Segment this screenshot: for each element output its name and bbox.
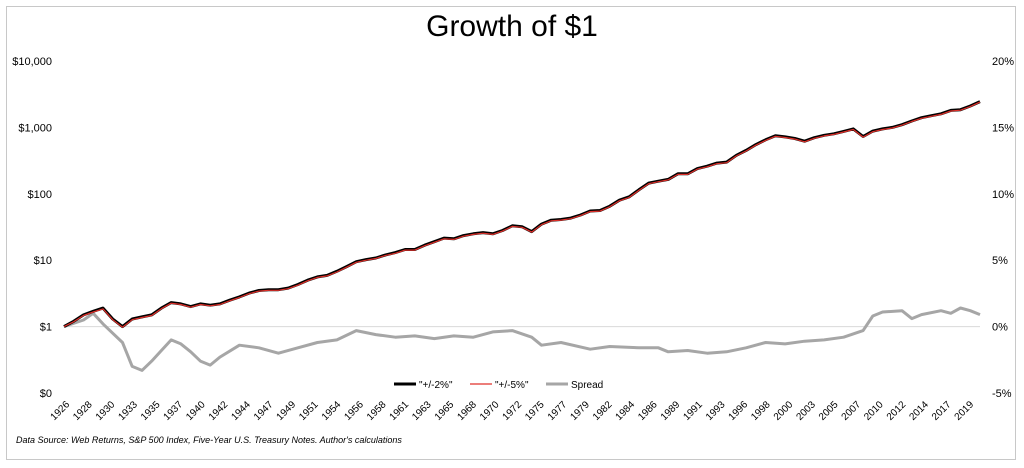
legend-label: "+/-2%" xyxy=(419,380,453,391)
right-axis-tick-label: 0% xyxy=(992,322,1008,334)
x-axis-tick-label: 1958 xyxy=(365,399,389,423)
left-axis-tick-label: $0 xyxy=(40,388,52,400)
x-axis-tick-label: 1986 xyxy=(636,399,660,423)
right-axis-tick-label: 20% xyxy=(992,56,1014,68)
x-axis-tick-label: 1954 xyxy=(320,399,344,423)
chart-frame xyxy=(6,6,1016,460)
x-axis-tick-label: 1972 xyxy=(501,399,525,423)
left-axis-tick-label: $10,000 xyxy=(12,56,52,68)
left-axis-ticks: $0 $1 $10 $100 $1,000 $10,000 xyxy=(12,56,52,400)
x-axis-tick-label: 1944 xyxy=(229,399,253,423)
x-axis-tick-label: 1963 xyxy=(410,399,434,423)
series-line-2 xyxy=(63,306,981,372)
x-axis-tick-label: 1940 xyxy=(184,399,208,423)
x-axis-tick-label: 2012 xyxy=(885,399,909,423)
x-axis-tick-label: 1977 xyxy=(546,399,570,423)
series-line-0 xyxy=(63,100,981,329)
x-axis-tick-label: 1930 xyxy=(94,399,118,423)
x-axis-tick-label: 2005 xyxy=(817,399,841,423)
left-axis-tick-label: $1 xyxy=(40,322,52,334)
x-axis-tick-label: 1989 xyxy=(659,399,683,423)
x-axis-tick-label: 1965 xyxy=(433,399,457,423)
x-axis-tick-label: 2000 xyxy=(772,399,796,423)
x-axis-tick-label: 1951 xyxy=(297,399,321,423)
x-axis-tick-label: 1961 xyxy=(388,399,412,423)
x-axis-tick-label: 1956 xyxy=(342,399,366,423)
x-axis-tick-label: 1982 xyxy=(591,399,615,423)
x-axis-tick-label: 1991 xyxy=(681,399,705,423)
right-axis-tick-label: 5% xyxy=(992,255,1008,267)
x-axis-tick-label: 2007 xyxy=(840,399,864,423)
x-axis-tick-label: 1947 xyxy=(252,399,276,423)
x-axis-tick-label: 2017 xyxy=(930,399,954,423)
left-axis-tick-label: $10 xyxy=(34,255,52,267)
x-axis-tick-label: 2010 xyxy=(862,399,886,423)
x-axis-tick-label: 2014 xyxy=(907,399,931,423)
series-lines xyxy=(63,100,981,372)
left-axis-tick-label: $1,000 xyxy=(18,122,52,134)
x-axis-ticks: 1926 1928 1930 1933 1935 1937 1940 1942 1944 1947… xyxy=(49,399,977,423)
legend: "+/-2%" "+/-5%" Spread xyxy=(394,380,603,391)
x-axis-tick-label: 1970 xyxy=(478,399,502,423)
x-axis-tick-label: 1996 xyxy=(727,399,751,423)
x-axis-tick-label: 1968 xyxy=(455,399,479,423)
legend-label: "+/-5%" xyxy=(495,380,529,391)
chart-title: Growth of $1 xyxy=(426,10,598,43)
left-axis-tick-label: $100 xyxy=(28,189,52,201)
x-axis-tick-label: 1949 xyxy=(275,399,299,423)
x-axis-tick-label: 1933 xyxy=(116,399,140,423)
x-axis-tick-label: 2019 xyxy=(953,399,977,423)
right-axis-ticks: -5% 0% 5% 10% 15% 20% xyxy=(992,56,1014,400)
right-axis-tick-label: 15% xyxy=(992,122,1014,134)
x-axis-tick-label: 1993 xyxy=(704,399,728,423)
series-line-1 xyxy=(63,101,981,328)
x-axis-tick-label: 1975 xyxy=(523,399,547,423)
x-axis-tick-label: 2003 xyxy=(794,399,818,423)
x-axis-tick-label: 1984 xyxy=(614,399,638,423)
x-axis-tick-label: 1928 xyxy=(71,399,95,423)
data-source-footnote: Data Source: Web Returns, S&P 500 Index,… xyxy=(16,435,402,445)
legend-label: Spread xyxy=(571,380,603,391)
right-axis-tick-label: 10% xyxy=(992,189,1014,201)
x-axis-tick-label: 1998 xyxy=(749,399,773,423)
x-axis-tick-label: 1979 xyxy=(568,399,592,423)
x-axis-tick-label: 1926 xyxy=(49,399,73,423)
x-axis-tick-label: 1937 xyxy=(162,399,186,423)
right-axis-tick-label: -5% xyxy=(992,388,1012,400)
x-axis-tick-label: 1942 xyxy=(207,399,231,423)
x-axis-tick-label: 1935 xyxy=(139,399,163,423)
